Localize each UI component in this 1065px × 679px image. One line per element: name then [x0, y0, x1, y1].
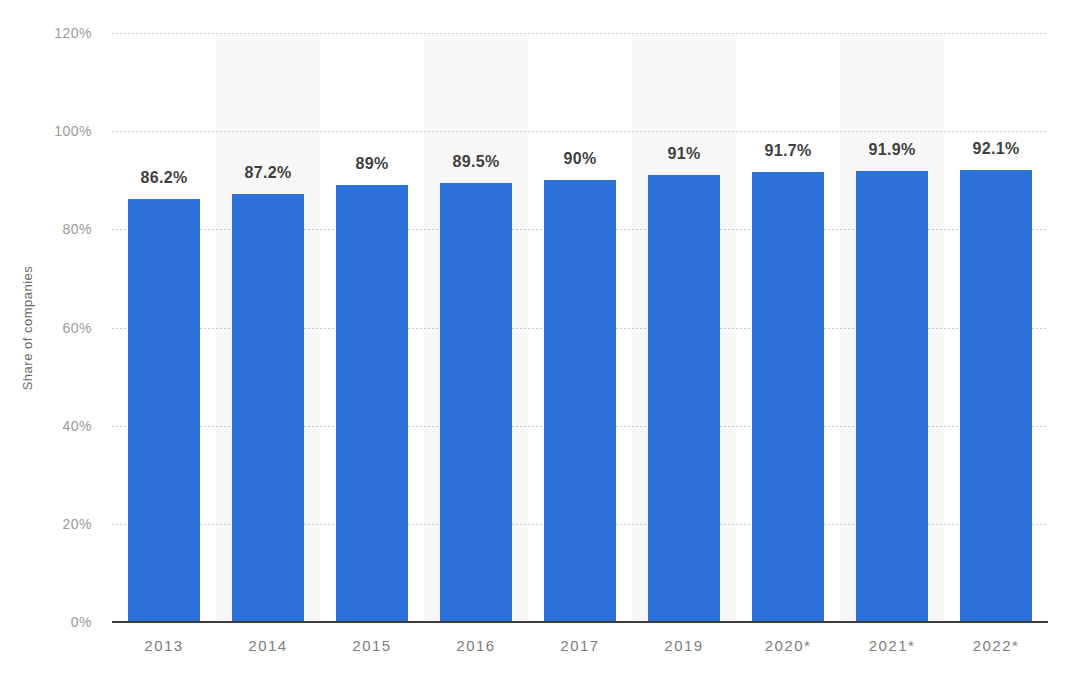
bar[interactable]	[960, 170, 1032, 622]
y-tick-label: 100%	[0, 122, 92, 140]
x-tick-label: 2019	[632, 636, 736, 656]
y-tick-label: 20%	[0, 515, 92, 533]
bar-value-label: 89%	[320, 153, 424, 175]
y-tick-label: 40%	[0, 417, 92, 435]
bar-chart: Share of companies 0%20%40%60%80%100%120…	[0, 0, 1065, 679]
bar-value-label: 91.9%	[840, 139, 944, 161]
bar[interactable]	[440, 183, 512, 622]
bar[interactable]	[128, 199, 200, 622]
x-tick-label: 2020*	[736, 636, 840, 656]
y-tick-label: 120%	[0, 24, 92, 42]
x-tick-label: 2015	[320, 636, 424, 656]
x-axis-line	[112, 621, 1048, 623]
bar[interactable]	[856, 171, 928, 622]
bar[interactable]	[648, 175, 720, 622]
bar-value-label: 90%	[528, 148, 632, 170]
bar[interactable]	[752, 172, 824, 622]
bar[interactable]	[336, 185, 408, 622]
y-tick-label: 0%	[0, 613, 92, 631]
x-tick-label: 2021*	[840, 636, 944, 656]
x-tick-label: 2017	[528, 636, 632, 656]
h-gridline	[112, 131, 1048, 132]
bar[interactable]	[232, 194, 304, 622]
bar[interactable]	[544, 180, 616, 622]
y-tick-label: 60%	[0, 319, 92, 337]
x-tick-label: 2016	[424, 636, 528, 656]
h-gridline	[112, 33, 1048, 34]
bar-value-label: 87.2%	[216, 162, 320, 184]
bar-value-label: 91%	[632, 143, 736, 165]
bar-value-label: 86.2%	[112, 167, 216, 189]
bar-value-label: 89.5%	[424, 151, 528, 173]
y-tick-label: 80%	[0, 220, 92, 238]
x-tick-label: 2013	[112, 636, 216, 656]
bar-value-label: 92.1%	[944, 138, 1048, 160]
bar-value-label: 91.7%	[736, 140, 840, 162]
x-tick-label: 2014	[216, 636, 320, 656]
x-tick-label: 2022*	[944, 636, 1048, 656]
